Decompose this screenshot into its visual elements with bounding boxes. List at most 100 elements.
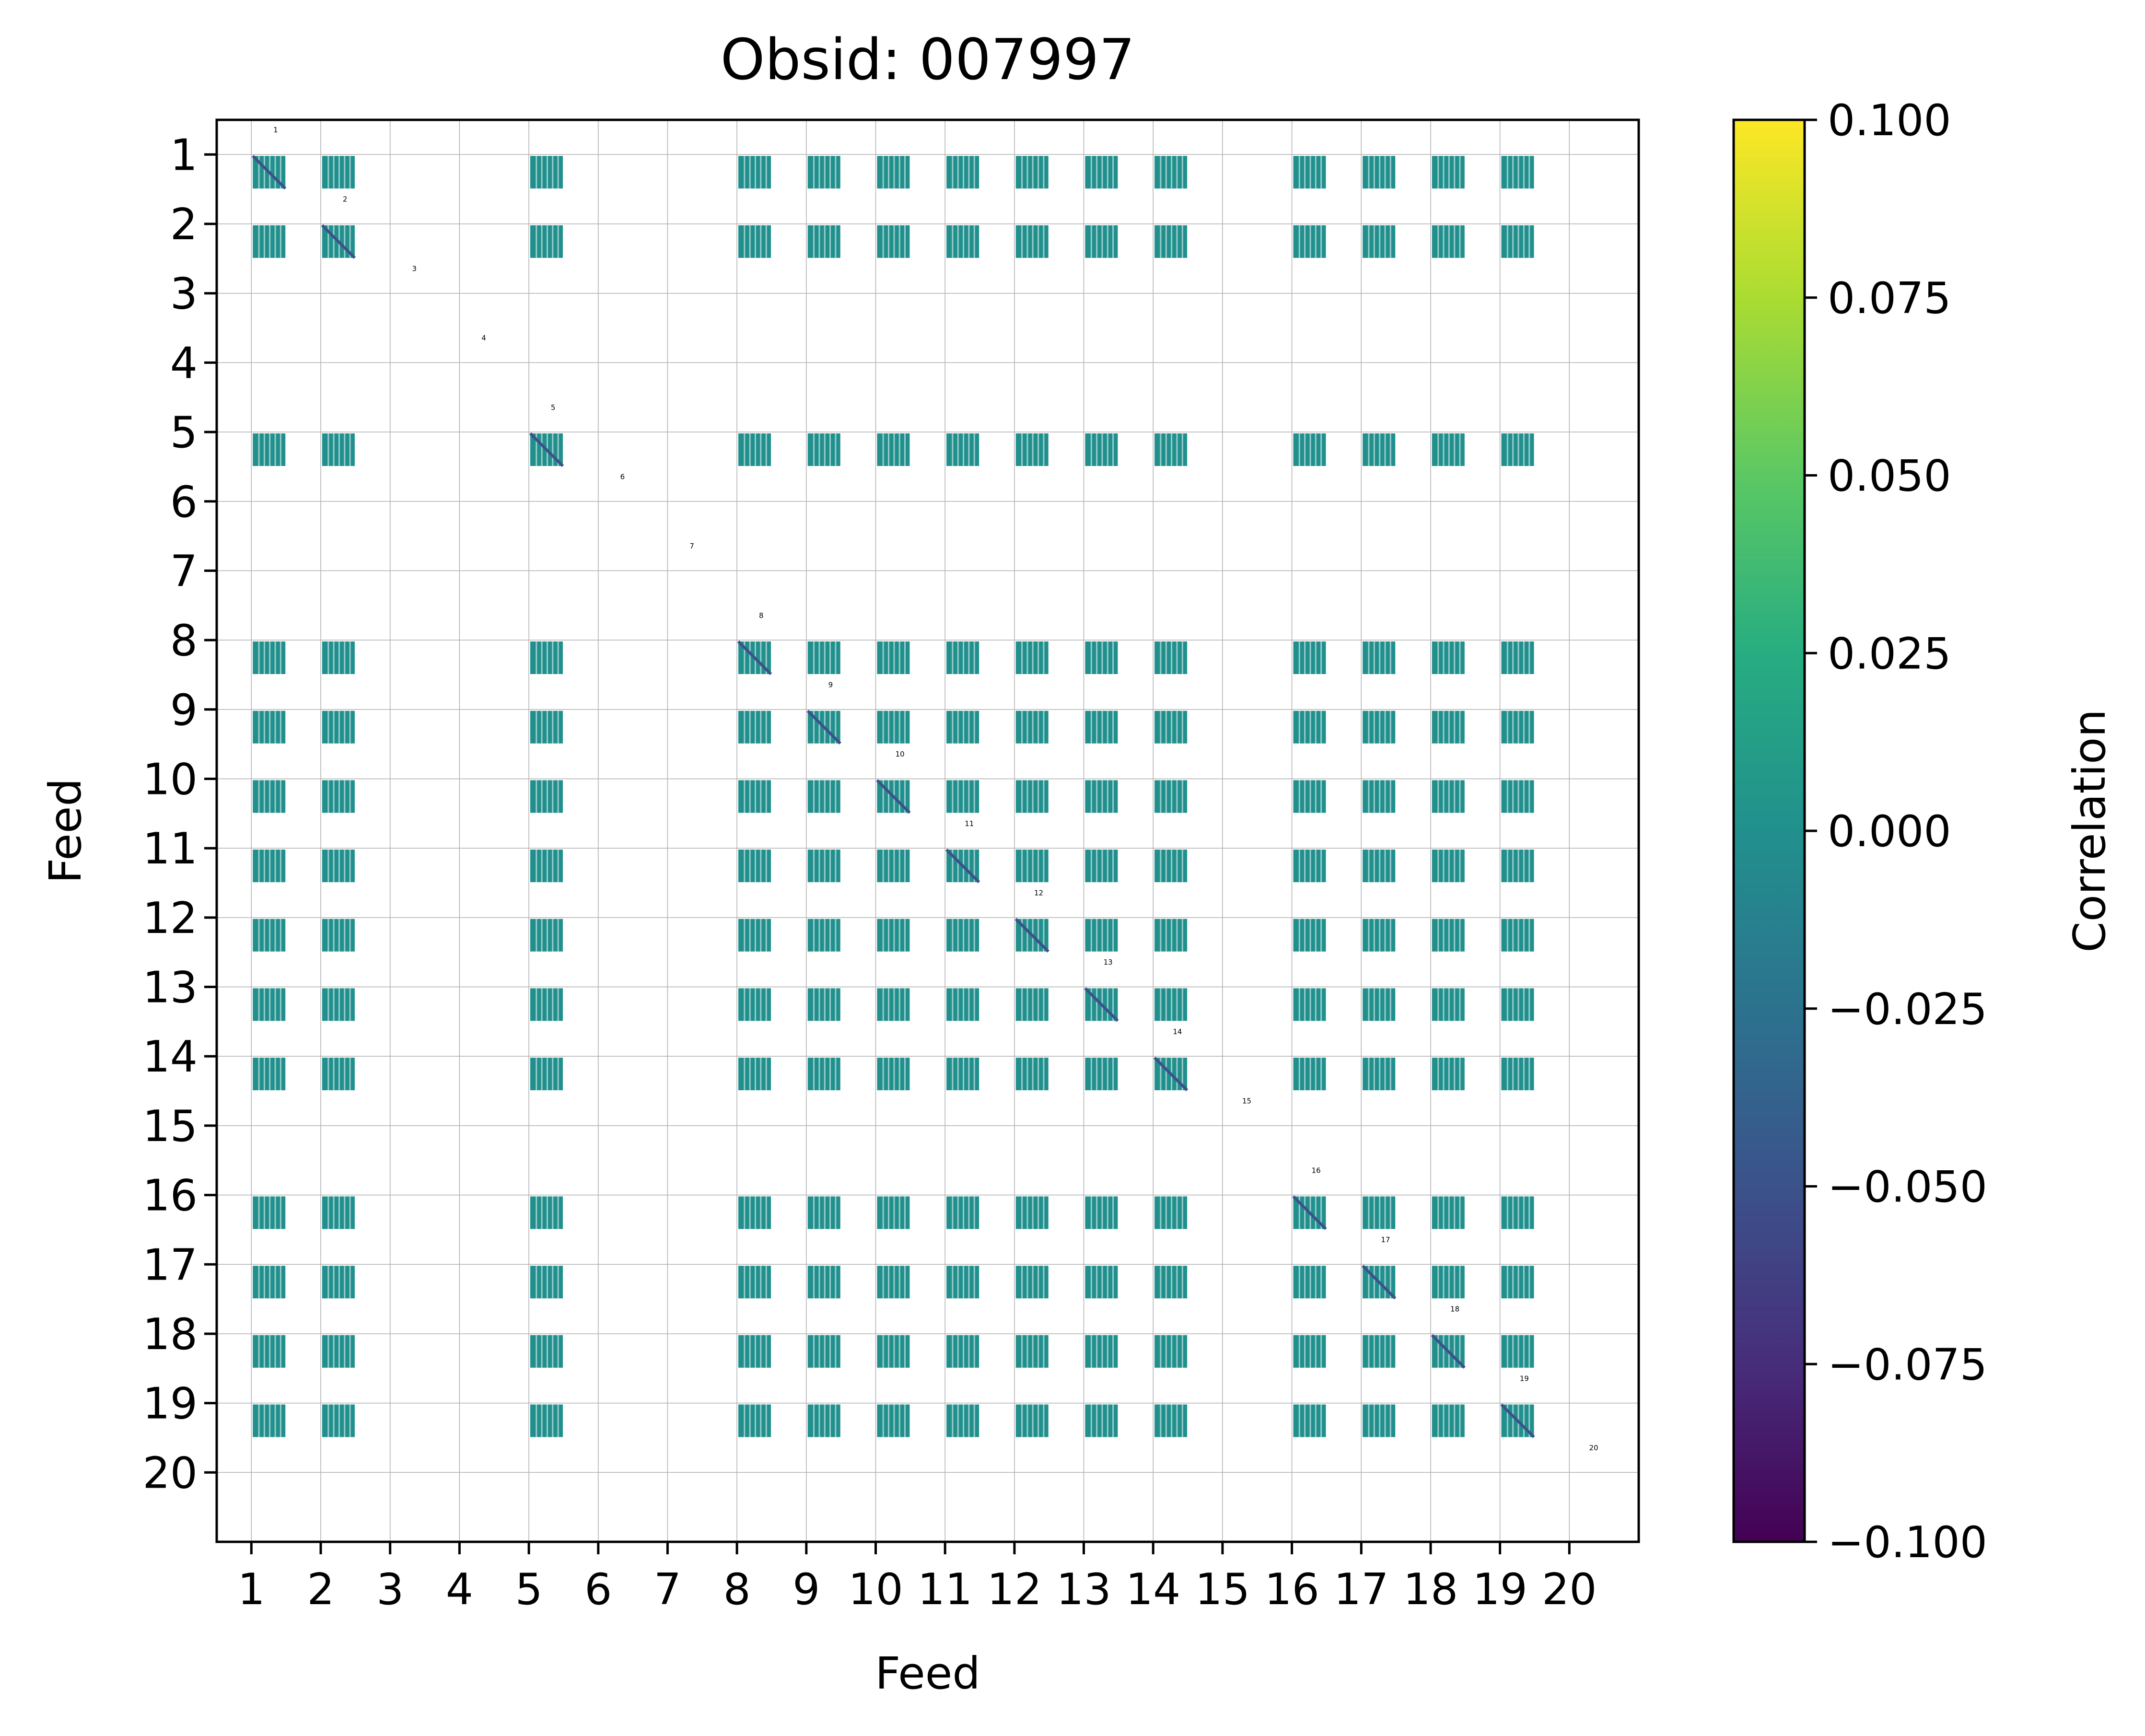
colorbar-tick-label: 0.000	[1828, 806, 1951, 857]
masked-stripe	[557, 641, 559, 674]
masked-stripe	[338, 780, 340, 813]
masked-stripe	[536, 1335, 537, 1368]
y-tick-label: 3	[170, 269, 198, 319]
masked-stripe	[1309, 850, 1311, 883]
masked-stripe	[968, 711, 970, 744]
masked-stripe	[1437, 433, 1439, 466]
masked-stripe	[973, 850, 975, 883]
masked-stripe	[1528, 1335, 1530, 1368]
masked-stripe	[893, 433, 895, 466]
masked-stripe	[1379, 1335, 1381, 1368]
masked-stripe	[1517, 1335, 1519, 1368]
masked-stripe	[547, 1404, 548, 1437]
masked-stripe	[274, 225, 276, 258]
masked-stripe	[1373, 433, 1375, 466]
masked-stripe	[536, 225, 537, 258]
masked-stripe	[1304, 780, 1306, 813]
masked-stripe	[1506, 156, 1508, 189]
masked-stripe	[552, 1404, 554, 1437]
masked-stripe	[1512, 225, 1514, 258]
masked-stripe	[1373, 850, 1375, 883]
masked-stripe	[1038, 1335, 1039, 1368]
masked-stripe	[1160, 641, 1162, 674]
masked-stripe	[1032, 780, 1034, 813]
masked-stripe	[1165, 156, 1167, 189]
masked-stripe	[1165, 711, 1167, 744]
y-tick-label: 12	[142, 893, 198, 944]
colorbar-label: Correlation	[2064, 709, 2115, 952]
masked-stripe	[333, 988, 335, 1021]
masked-stripe	[263, 1404, 265, 1437]
diagonal-label: 18	[1450, 1305, 1459, 1314]
masked-stripe	[1304, 1266, 1306, 1299]
masked-stripe	[1026, 1266, 1028, 1299]
masked-stripe	[952, 988, 954, 1021]
masked-stripe	[1523, 156, 1525, 189]
masked-stripe	[1021, 1196, 1023, 1229]
masked-stripe	[1171, 780, 1173, 813]
masked-stripe	[1171, 225, 1173, 258]
masked-stripe	[835, 780, 837, 813]
masked-stripe	[952, 850, 954, 883]
diagonal-line	[321, 224, 356, 259]
masked-stripe	[824, 1196, 826, 1229]
masked-stripe	[541, 225, 543, 258]
masked-stripe	[1096, 1266, 1098, 1299]
masked-stripe	[547, 988, 548, 1021]
masked-stripe	[269, 1404, 271, 1437]
masked-stripe	[1038, 919, 1039, 952]
masked-stripe	[1107, 641, 1108, 674]
masked-stripe	[973, 1196, 975, 1229]
x-tick-label: 11	[918, 1564, 973, 1615]
masked-stripe	[904, 780, 906, 813]
masked-stripe	[541, 711, 543, 744]
masked-stripe	[1021, 711, 1023, 744]
masked-stripe	[274, 1058, 276, 1091]
masked-stripe	[749, 919, 751, 952]
masked-stripe	[957, 1266, 959, 1299]
masked-stripe	[818, 433, 820, 466]
masked-stripe	[765, 711, 767, 744]
masked-stripe	[338, 1196, 340, 1229]
masked-stripe	[344, 156, 346, 189]
colorbar-ticks: −0.100 −0.075 −0.050 −0.025 0.000 0.025 0.050 0…	[1805, 95, 1987, 1568]
masked-stripe	[1320, 433, 1322, 466]
masked-stripe	[258, 988, 260, 1021]
masked-stripe	[893, 919, 895, 952]
diagonal-line	[806, 710, 841, 745]
masked-stripe	[904, 1404, 906, 1437]
masked-stripe	[1171, 1335, 1173, 1368]
masked-stripe	[765, 433, 767, 466]
masked-stripe	[547, 919, 548, 952]
x-tick-label: 14	[1126, 1564, 1181, 1615]
masked-stripe	[893, 225, 895, 258]
masked-stripe	[327, 919, 329, 952]
masked-stripe	[1304, 641, 1306, 674]
masked-stripe	[813, 711, 815, 744]
masked-stripe	[1379, 919, 1381, 952]
masked-stripe	[1384, 1266, 1386, 1299]
masked-stripe	[898, 433, 900, 466]
masked-stripe	[1160, 919, 1162, 952]
masked-stripe	[263, 1335, 265, 1368]
masked-stripe	[968, 919, 970, 952]
masked-stripe	[744, 225, 746, 258]
masked-stripe	[818, 850, 820, 883]
masked-stripe	[269, 1335, 271, 1368]
masked-stripe	[888, 1404, 889, 1437]
diagonal-line	[1500, 1403, 1535, 1438]
masked-stripe	[760, 1058, 762, 1091]
masked-stripe	[968, 1196, 970, 1229]
diagonal-label: 16	[1312, 1166, 1321, 1175]
masked-stripe	[957, 1196, 959, 1229]
masked-stripe	[1379, 1058, 1381, 1091]
masked-stripe	[344, 1058, 346, 1091]
masked-stripe	[1443, 780, 1445, 813]
masked-stripe	[269, 1196, 271, 1229]
masked-stripe	[1309, 988, 1311, 1021]
diagonal-line	[1014, 918, 1049, 953]
masked-stripe	[749, 433, 751, 466]
masked-stripe	[1448, 1058, 1450, 1091]
masked-stripe	[765, 1196, 767, 1229]
